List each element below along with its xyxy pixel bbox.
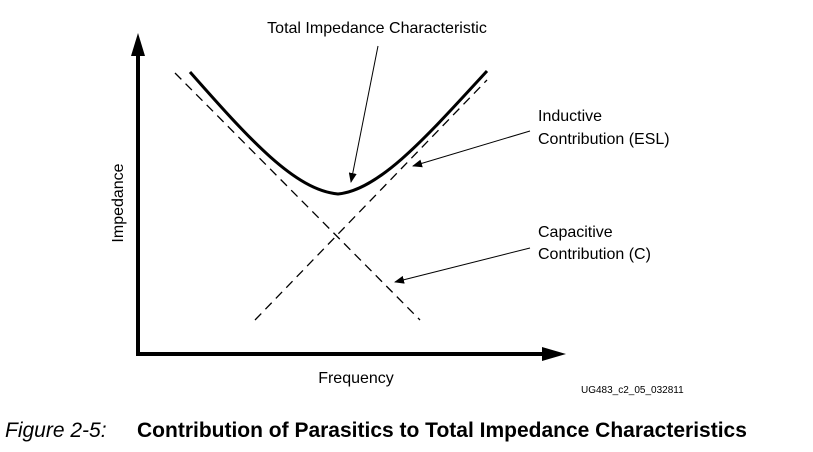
inductive-label-line1: Inductive bbox=[538, 108, 602, 125]
figure-caption: Figure 2-5: Contribution of Parasitics to… bbox=[5, 417, 813, 445]
inductive-contribution-line bbox=[254, 79, 488, 321]
impedance-diagram: Impedance Frequency Total Impedance Char… bbox=[110, 20, 684, 396]
capacitive-contribution-line bbox=[174, 72, 421, 321]
capacitive-label-line2: Contribution (C) bbox=[538, 246, 651, 263]
capacitive-pointer bbox=[394, 247, 531, 284]
total-impedance-curve bbox=[188, 69, 489, 196]
inductive-pointer bbox=[412, 130, 531, 168]
x-axis-label: Frequency bbox=[318, 370, 394, 387]
y-axis-arrowhead bbox=[131, 33, 145, 56]
total-impedance-label: Total Impedance Characteristic bbox=[267, 20, 487, 37]
total-impedance-pointer bbox=[348, 45, 379, 183]
capacitive-label-line1: Capacitive bbox=[538, 224, 613, 241]
inductive-label-line2: Contribution (ESL) bbox=[538, 131, 670, 148]
y-axis-label: Impedance bbox=[110, 163, 127, 242]
axes bbox=[131, 33, 566, 361]
x-axis-arrowhead bbox=[542, 347, 566, 361]
figure-title: Contribution of Parasitics to Total Impe… bbox=[137, 419, 747, 442]
figure-number: Figure 2-5: bbox=[5, 419, 107, 442]
figure-code: UG483_c2_05_032811 bbox=[581, 385, 684, 396]
